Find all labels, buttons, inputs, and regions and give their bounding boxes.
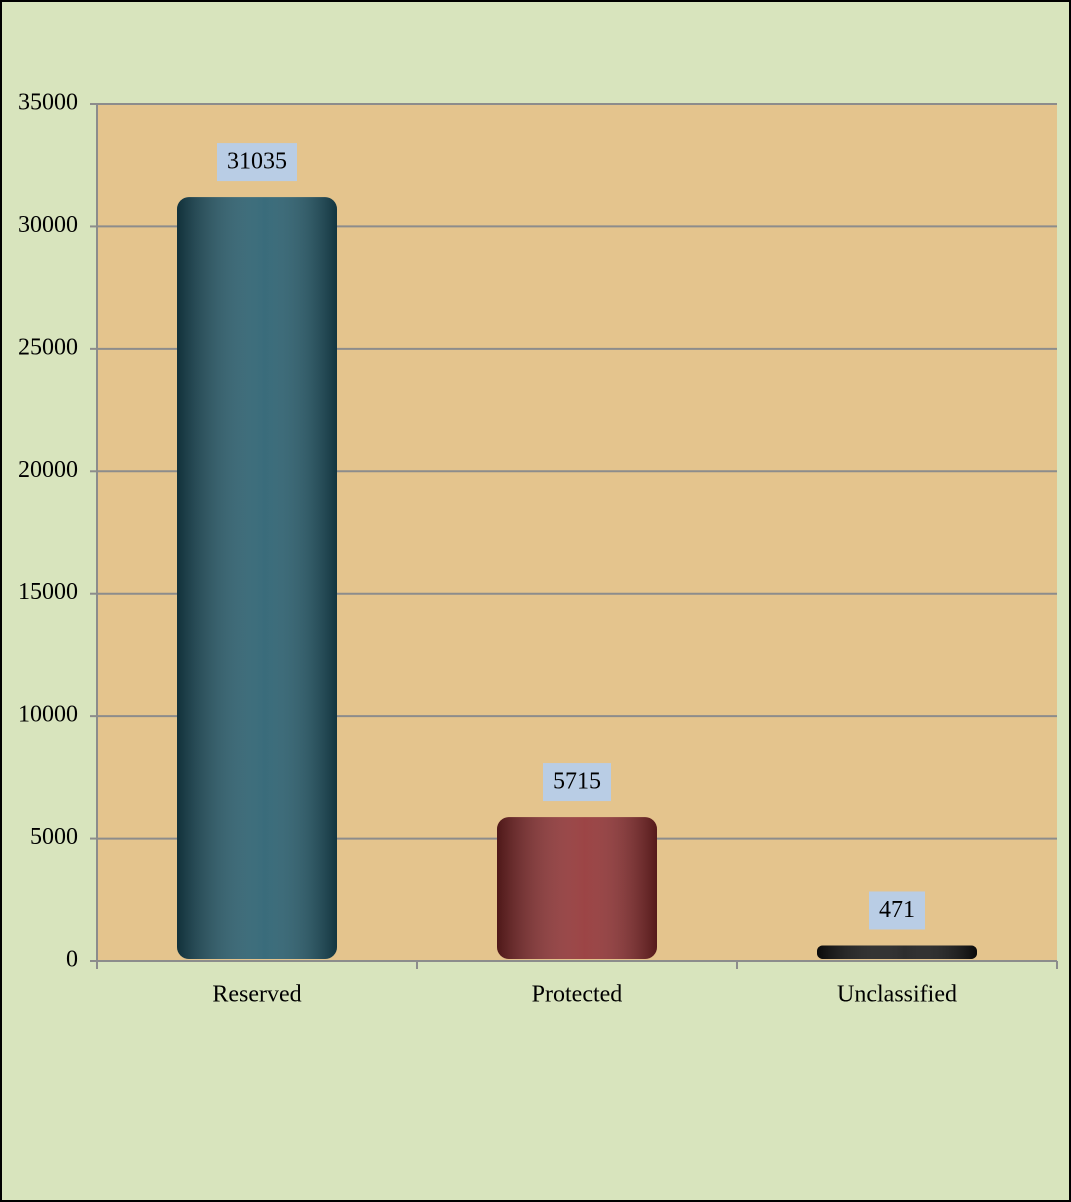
y-tick-label: 5000	[30, 824, 78, 850]
y-tick-label: 0	[66, 947, 78, 973]
value-label: 471	[879, 897, 915, 923]
x-tick-label: Unclassified	[837, 982, 957, 1008]
y-tick-label: 10000	[18, 702, 78, 728]
bar-shading	[177, 197, 337, 959]
value-label-box	[217, 143, 297, 182]
y-tick-label: 30000	[18, 212, 78, 238]
x-tick-label: Protected	[532, 982, 623, 1008]
value-label-box	[869, 891, 925, 930]
y-tick-label: 15000	[18, 579, 78, 605]
y-tick-label: 25000	[18, 334, 78, 360]
value-label-box	[543, 763, 611, 802]
bar-shading	[817, 945, 977, 959]
bar-shading	[497, 817, 657, 959]
value-label: 5715	[553, 769, 601, 795]
x-tick-label: Reserved	[212, 982, 301, 1008]
y-tick-label: 20000	[18, 457, 78, 483]
value-label: 31035	[227, 149, 287, 175]
y-tick-label: 35000	[18, 90, 78, 116]
